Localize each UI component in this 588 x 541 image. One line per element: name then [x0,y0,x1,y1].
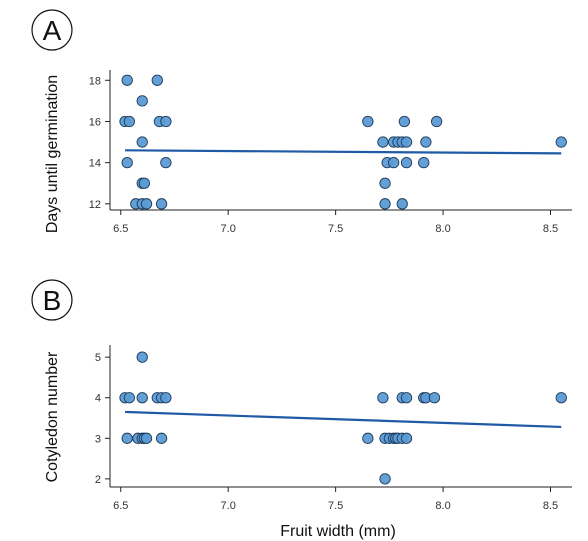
panel-b-x-tick-label: 7.0 [221,500,236,512]
panel-b-y-tick-label: 2 [95,474,101,486]
panel-a-y-axis-title: Days until germination [44,75,61,233]
panel-b-data-point [121,432,133,444]
panel-a-data-point [387,156,400,169]
panel-b-x-tick-label: 7.5 [328,500,343,512]
panel-a-data-point [160,156,172,169]
panel-b-y-axis-title: Cotyledon number [44,351,61,482]
panel-a-y-tick-label: 18 [89,75,101,87]
panel-a-data-point [160,115,172,128]
panel-b-x-tick-label: 6.5 [113,500,128,512]
panel-b-x-tick-label: 8.0 [435,500,450,512]
shared-x-axis-title: Fruit width (mm) [280,523,396,540]
panel-b-y-tick-label: 5 [95,352,101,364]
panel-b-data-point [123,392,135,404]
panel-b-x-tick-label: 8.5 [543,500,558,512]
panel-a-x-tick-label: 7.5 [328,223,343,235]
panel-a-data-point [420,136,432,148]
panel-b-y-tick-label: 3 [95,433,101,445]
panel-a-data-point [121,156,133,169]
panel-b-data-point [160,392,172,404]
panel-b-y-tick-label: 4 [95,393,101,405]
panel-b-data-point [400,392,413,404]
panel-a-y-tick-label: 16 [89,116,101,128]
panel-a-data-point [430,115,443,128]
panel-b-data-point [136,351,148,363]
panel-a-y-tick-label: 12 [89,199,101,211]
panel-b-data-point [136,392,148,404]
panel-a-data-point [140,198,153,210]
panel-a-data-point [396,198,408,210]
panel-a-fit-line [125,149,562,155]
panel-a-axes: 12 14 16 18 6.5 7.0 7.5 8.0 8.5 [89,70,572,235]
panel-b-label: B [43,285,62,316]
panel-b: B 2 3 4 5 6.5 7.0 7.5 8.0 8.5 Cotyledon number [31,279,572,512]
panel-b-fit-line [125,410,562,429]
panel-a-data-point [136,95,148,107]
panel-a-data-point [379,198,391,210]
panel-a-data-point [136,136,148,148]
panel-a-data-point [398,115,411,128]
panel-a-x-tick-label: 6.5 [113,223,128,235]
panel-a-data-point [151,74,163,86]
panel-a-data-point [362,115,374,128]
panel-b-data-point [428,392,441,404]
panel-b-badge [31,279,73,321]
panel-a-data-point [418,156,430,169]
panel-a-label: A [43,15,62,46]
panel-a-data-point [123,115,135,128]
panel-b-data-point [555,392,567,404]
panel-b-data-point [362,432,374,444]
panel-a-data-point [379,177,391,189]
panel-a-x-tick-label: 8.0 [435,223,450,235]
panel-a-data-point [138,177,151,189]
panel-b-data-point [377,392,389,404]
panel-a-data-point [555,136,567,148]
panel-a-data-point [155,198,168,210]
panel-b-data-point [155,432,168,444]
panel-b-data-point [379,473,391,485]
panel-a-data-point [400,156,413,169]
panel-a-y-tick-label: 14 [89,158,101,170]
panel-b-data-point [400,432,413,444]
panel-b-data-point [140,432,153,444]
panel-a-data-point [400,136,413,148]
panel-b-axes: 2 3 4 5 6.5 7.0 7.5 8.0 8.5 [95,345,572,512]
panel-a-x-tick-label: 7.0 [221,223,236,235]
panel-a-x-tick-label: 8.5 [543,223,558,235]
panel-a: A 12 14 16 18 6.5 7.0 7.5 8.0 8.5 Days until ger… [31,9,572,235]
panel-a-data-point [377,136,389,148]
panel-a-badge [31,9,73,51]
panel-a-data-point [121,74,133,86]
